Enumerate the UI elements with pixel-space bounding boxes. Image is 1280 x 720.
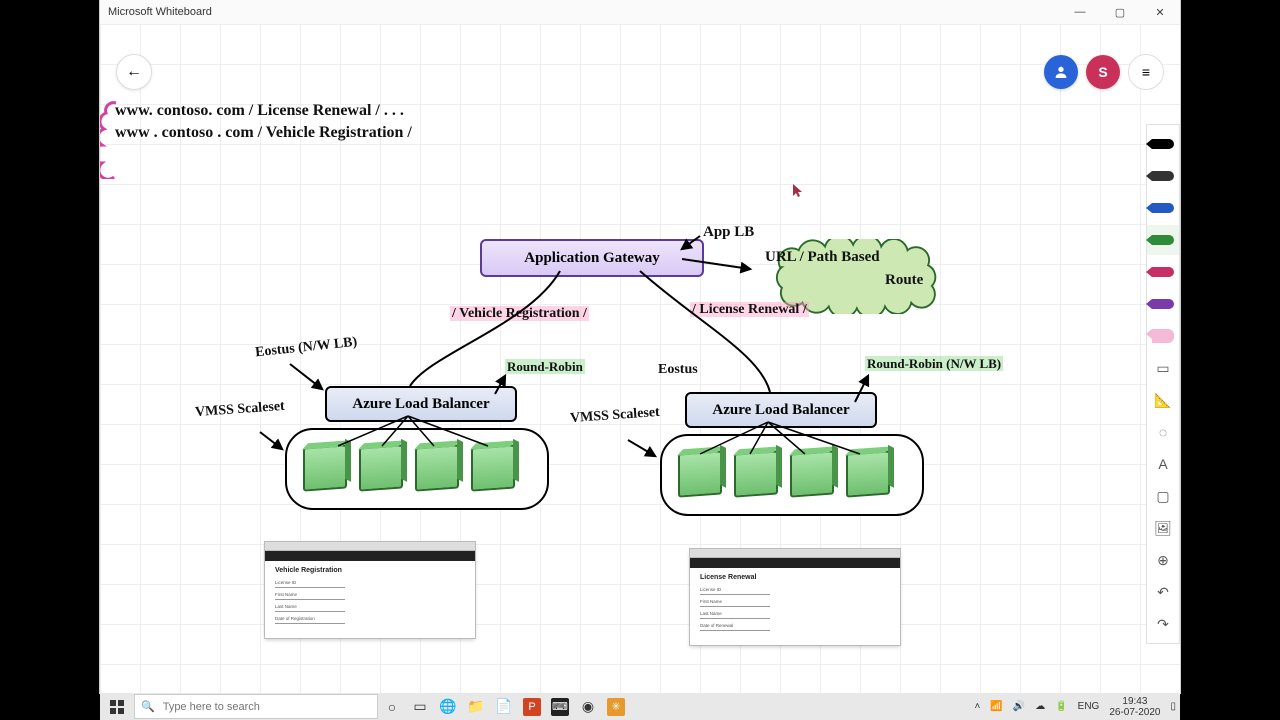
vm-box (846, 450, 890, 497)
pen-tool-2[interactable] (1147, 193, 1179, 223)
browser-field: First Name (275, 592, 465, 600)
pen-tool-4[interactable] (1147, 257, 1179, 287)
browser-mock-left-title: Vehicle Registration (275, 567, 465, 574)
note-tool[interactable]: ▢ (1147, 481, 1179, 511)
image-tool[interactable]: 🖼 (1147, 513, 1179, 543)
back-button[interactable]: ← (116, 54, 152, 90)
highlighter-tool[interactable] (1147, 321, 1179, 351)
left-lb-label: Azure Load Balancer (352, 396, 489, 413)
vm-box (359, 444, 403, 491)
cloud-line-1: URL / Path Based (765, 249, 880, 266)
system-tray: ˄ 📶 🔊 ☁ 🔋 ENG 19:43 26-07-2020 ▯ (974, 696, 1180, 718)
search-icon: 🔍 (141, 700, 155, 713)
whiteboard-canvas[interactable]: ← S ≡ www. contoso. com / License Renewa… (100, 24, 1180, 693)
vm-box (790, 450, 834, 497)
tool-panel: ▭📐◌A▢🖼⊕↶↷ (1146, 124, 1180, 644)
tray-volume-icon[interactable]: 🔊 (1013, 701, 1025, 712)
taskbar-app-explorer[interactable]: 📁 (462, 693, 490, 720)
taskbar-app-edge[interactable]: 🌐 (434, 693, 462, 720)
taskbar-app-powerpoint[interactable]: P (518, 693, 546, 720)
cloud-line-2: Route (885, 272, 923, 289)
vm-box (303, 444, 347, 491)
right-region-label: Eostus (658, 362, 698, 378)
left-load-balancer-box: Azure Load Balancer (325, 386, 517, 422)
pen-tool-0[interactable] (1147, 129, 1179, 159)
window-minimize[interactable]: — (1060, 0, 1100, 24)
undo-tool[interactable]: ↶ (1147, 577, 1179, 607)
titlebar: Microsoft Whiteboard — ▢ ✕ (100, 0, 1180, 25)
window-close[interactable]: ✕ (1140, 0, 1180, 24)
tray-network-icon[interactable]: 📶 (990, 701, 1002, 712)
window-title: Microsoft Whiteboard (108, 6, 212, 18)
tray-lang[interactable]: ENG (1078, 701, 1100, 712)
redo-tool[interactable]: ↷ (1147, 609, 1179, 639)
eraser-tool[interactable]: ▭ (1147, 353, 1179, 383)
start-button[interactable] (100, 693, 134, 720)
path-right-label: / License Renewal / (690, 302, 809, 318)
browser-field: License ID (275, 580, 465, 588)
avatar-user-1[interactable] (1044, 55, 1078, 89)
letterbox-left (0, 0, 100, 720)
tray-date: 26-07-2020 (1109, 707, 1160, 718)
browser-field: Last Name (700, 611, 890, 619)
avatar-user-2[interactable]: S (1086, 55, 1120, 89)
right-round-robin-label: Round-Robin (N/W LB) (865, 356, 1003, 372)
taskbar-app-cortana[interactable]: ○ (378, 693, 406, 720)
browser-field: First Name (700, 599, 890, 607)
window-maximize[interactable]: ▢ (1100, 0, 1140, 24)
lasso-tool[interactable]: ◌ (1147, 417, 1179, 447)
whiteboard-window: Microsoft Whiteboard — ▢ ✕ ← S ≡ www. co… (100, 0, 1180, 693)
tray-notification-icon[interactable]: ▯ (1170, 701, 1176, 712)
tray-time: 19:43 (1109, 696, 1160, 707)
text-tool[interactable]: A (1147, 449, 1179, 479)
taskbar-search[interactable]: 🔍 (134, 694, 378, 719)
presence-row: S ≡ (1044, 54, 1164, 90)
left-vm-row (303, 446, 515, 490)
taskbar-app-settings-orange[interactable]: ✳ (602, 693, 630, 720)
right-vmss-label: VMSS Scaleset (570, 405, 661, 427)
vm-box (734, 450, 778, 497)
left-round-robin-label: Round-Robin (505, 359, 585, 375)
tray-battery-icon[interactable]: 🔋 (1055, 701, 1067, 712)
tray-clock[interactable]: 19:43 26-07-2020 (1109, 696, 1160, 718)
vm-box (471, 444, 515, 491)
search-input[interactable] (161, 700, 371, 714)
browser-mock-right-title: License Renewal (700, 574, 890, 581)
taskbar-app-terminal[interactable]: ⌨ (546, 693, 574, 720)
application-gateway-label: Application Gateway (524, 250, 659, 267)
browser-mock-license: License Renewal License ID First Name Last… (690, 549, 900, 645)
tray-chevron-icon[interactable]: ˄ (974, 701, 980, 712)
url-text-1: www. contoso. com / License Renewal / . … (115, 102, 404, 120)
browser-field: Date of Renewal (700, 623, 890, 631)
right-lb-label: Azure Load Balancer (712, 402, 849, 419)
pen-tool-3[interactable] (1147, 225, 1179, 255)
browser-field: Last Name (275, 604, 465, 612)
url-text-2: www . contoso . com / Vehicle Registrati… (115, 124, 412, 142)
browser-mock-vehicle: Vehicle Registration License ID First Nam… (265, 542, 475, 638)
app-lb-label: App LB (703, 224, 754, 241)
pen-tool-1[interactable] (1147, 161, 1179, 191)
left-region-label: Eostus (N/W LB) (254, 335, 358, 362)
add-tool[interactable]: ⊕ (1147, 545, 1179, 575)
pen-tool-5[interactable] (1147, 289, 1179, 319)
letterbox-right (1180, 0, 1280, 720)
vm-box (678, 450, 722, 497)
taskbar-app-notepad[interactable]: 📄 (490, 693, 518, 720)
path-left-label: / Vehicle Registration / (450, 306, 589, 322)
tray-onedrive-icon[interactable]: ☁ (1035, 701, 1045, 712)
taskbar-app-task-view[interactable]: ▭ (406, 693, 434, 720)
ruler-tool[interactable]: 📐 (1147, 385, 1179, 415)
taskbar-app-chrome[interactable]: ◉ (574, 693, 602, 720)
left-vmss-label: VMSS Scaleset (195, 399, 286, 421)
taskbar: 🔍 ○▭🌐📁📄P⌨◉✳ ˄ 📶 🔊 ☁ 🔋 ENG 19:43 26-07-20… (100, 693, 1180, 720)
right-load-balancer-box: Azure Load Balancer (685, 392, 877, 428)
canvas-menu-button[interactable]: ≡ (1128, 54, 1164, 90)
application-gateway-box: Application Gateway (480, 239, 704, 277)
vm-box (415, 444, 459, 491)
mouse-cursor (793, 184, 803, 198)
right-vm-row (678, 452, 890, 496)
browser-field: License ID (700, 587, 890, 595)
browser-field: Date of Registration (275, 616, 465, 624)
